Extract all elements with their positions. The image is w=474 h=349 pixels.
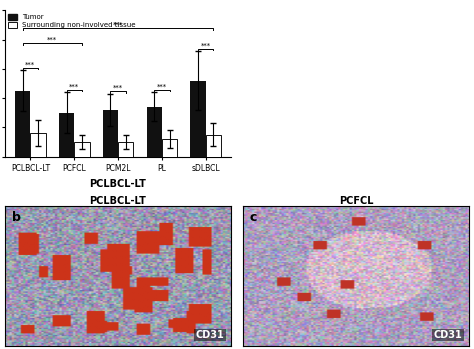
Bar — [103, 110, 118, 156]
Text: ***: *** — [157, 84, 167, 90]
X-axis label: PCLBCL-LT: PCLBCL-LT — [90, 179, 146, 189]
Bar — [59, 113, 74, 156]
Text: ***: *** — [113, 22, 123, 28]
Bar — [15, 91, 30, 156]
Text: CD31: CD31 — [434, 330, 463, 340]
Text: ***: *** — [201, 43, 211, 49]
Title: PCFCL: PCFCL — [339, 196, 373, 206]
Bar — [206, 135, 221, 156]
Text: ***: *** — [25, 62, 36, 68]
Bar — [30, 133, 46, 156]
Text: b: b — [11, 210, 20, 224]
Text: ***: *** — [69, 84, 79, 90]
Text: CD31: CD31 — [196, 330, 225, 340]
Title: PCLBCL-LT: PCLBCL-LT — [90, 196, 146, 206]
Text: ***: *** — [47, 36, 57, 42]
Bar — [146, 107, 162, 156]
Bar — [74, 142, 90, 156]
Legend: Tumor, Surrounding non-involved tissue: Tumor, Surrounding non-involved tissue — [8, 14, 136, 28]
Text: c: c — [249, 210, 257, 224]
Bar — [118, 142, 133, 156]
Text: ***: *** — [113, 85, 123, 91]
Bar — [162, 139, 177, 156]
Bar — [191, 81, 206, 156]
